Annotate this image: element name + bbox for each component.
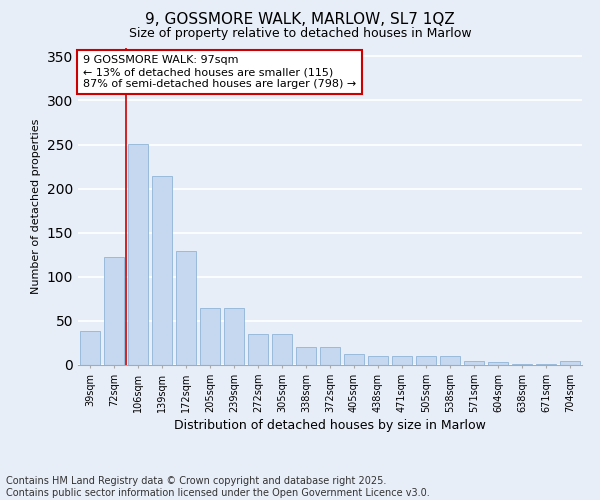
Y-axis label: Number of detached properties: Number of detached properties	[31, 118, 41, 294]
Bar	[488, 362, 508, 365]
X-axis label: Distribution of detached houses by size in Marlow: Distribution of detached houses by size …	[174, 419, 486, 432]
Bar	[152, 176, 172, 365]
Bar	[320, 348, 340, 365]
Bar	[560, 362, 580, 365]
Bar	[128, 144, 148, 365]
Bar	[176, 251, 196, 365]
Bar	[224, 308, 244, 365]
Text: Size of property relative to detached houses in Marlow: Size of property relative to detached ho…	[128, 28, 472, 40]
Bar	[248, 334, 268, 365]
Bar	[368, 356, 388, 365]
Bar	[440, 356, 460, 365]
Bar	[104, 258, 124, 365]
Bar	[416, 356, 436, 365]
Bar	[272, 334, 292, 365]
Bar	[512, 364, 532, 365]
Bar	[344, 354, 364, 365]
Bar	[536, 364, 556, 365]
Bar	[464, 360, 484, 365]
Bar	[80, 330, 100, 365]
Text: Contains HM Land Registry data © Crown copyright and database right 2025.
Contai: Contains HM Land Registry data © Crown c…	[6, 476, 430, 498]
Bar	[392, 356, 412, 365]
Bar	[296, 348, 316, 365]
Text: 9 GOSSMORE WALK: 97sqm
← 13% of detached houses are smaller (115)
87% of semi-de: 9 GOSSMORE WALK: 97sqm ← 13% of detached…	[83, 56, 356, 88]
Bar	[200, 308, 220, 365]
Text: 9, GOSSMORE WALK, MARLOW, SL7 1QZ: 9, GOSSMORE WALK, MARLOW, SL7 1QZ	[145, 12, 455, 28]
